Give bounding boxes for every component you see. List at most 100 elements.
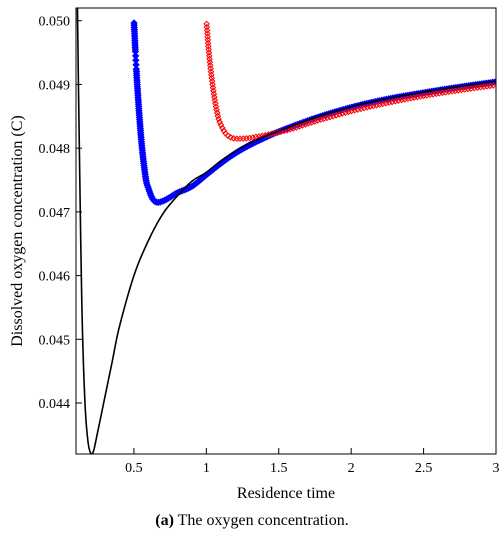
data-point-marker [205, 49, 213, 56]
data-point-marker [404, 95, 412, 103]
data-point-marker [299, 122, 306, 129]
data-point-marker [216, 118, 223, 126]
data-point-marker [439, 89, 446, 97]
data-point-marker [379, 100, 387, 108]
data-point-marker [442, 89, 449, 96]
data-point-marker [464, 85, 472, 93]
data-point-marker [332, 111, 340, 119]
data-point-marker [314, 117, 321, 124]
caption-text: The oxygen concentration. [173, 512, 349, 529]
data-point-marker [445, 88, 453, 96]
data-point-marker [212, 100, 219, 107]
data-point-marker [470, 84, 478, 92]
data-point-marker [370, 102, 377, 110]
data-point-marker [373, 101, 380, 109]
x-tick-label: 2 [348, 461, 355, 476]
y-axis: 0.044 0.045 0.046 0.047 0.048 0.049 0.050 [39, 15, 82, 412]
data-point-marker [477, 83, 484, 91]
data-point-marker [354, 106, 362, 113]
data-point-marker [203, 23, 211, 31]
data-point-marker [423, 92, 431, 99]
data-point-marker [382, 99, 390, 107]
data-point-marker [413, 93, 421, 101]
data-point-marker [296, 123, 303, 130]
data-point-marker [208, 77, 216, 85]
data-point-marker [317, 116, 325, 124]
data-point-marker [360, 104, 368, 112]
data-point-marker [436, 89, 443, 97]
data-point-marker [410, 94, 418, 101]
series-1 [130, 19, 496, 207]
y-tick-label: 0.044 [39, 397, 71, 412]
data-point-marker [385, 99, 393, 106]
data-point-marker [429, 91, 437, 98]
series-0 [76, 8, 496, 454]
data-point-marker [262, 131, 269, 139]
data-point-marker [338, 110, 346, 117]
data-point-marker [211, 96, 219, 104]
data-point-marker [293, 124, 300, 131]
data-point-marker [474, 84, 481, 91]
data-point-marker [207, 68, 215, 76]
data-point-marker [357, 105, 365, 113]
data-point-marker [329, 112, 337, 120]
data-point-marker [209, 84, 217, 91]
data-point-marker [249, 134, 257, 141]
data-point-marker [455, 87, 462, 94]
data-point-marker [206, 58, 214, 66]
data-point-marker [417, 93, 424, 100]
data-point-marker [489, 82, 496, 89]
data-point-marker [210, 87, 217, 95]
data-point-marker [467, 85, 475, 92]
series-2 [203, 20, 496, 143]
data-point-marker [246, 134, 253, 142]
y-tick-label: 0.050 [39, 15, 71, 30]
x-tick-label: 1 [203, 461, 210, 476]
data-point-marker [480, 83, 487, 91]
data-point-marker [209, 81, 216, 88]
data-point-marker [432, 90, 440, 98]
x-tick-label: 0.5 [125, 461, 143, 476]
figure-caption: (a) The oxygen concentration. [0, 512, 504, 530]
data-point-marker [305, 120, 312, 127]
data-point-marker [219, 124, 226, 132]
data-point-marker [326, 113, 334, 121]
data-point-marker [220, 127, 228, 135]
plot-area [76, 8, 496, 454]
data-point-marker [345, 108, 352, 116]
oxygen-concentration-chart: 0.5 1 1.5 2 2.5 3 0.0440.0450.0460.0470.0480.… [9, 7, 500, 502]
data-point-marker [348, 107, 355, 115]
x-tick-label: 2.5 [415, 461, 433, 476]
data-point-marker [363, 104, 371, 111]
data-point-marker [206, 55, 213, 63]
x-axis: 0.5 1 1.5 2 2.5 3 [125, 448, 500, 476]
data-point-marker [401, 96, 409, 103]
data-point-marker [213, 106, 220, 114]
data-point-marker [302, 121, 309, 128]
data-point-marker [320, 115, 328, 123]
data-point-marker [212, 103, 220, 110]
data-point-marker [204, 39, 212, 47]
data-point-marker [376, 101, 383, 108]
x-axis-title: Residence time [237, 485, 335, 502]
y-tick-label: 0.048 [39, 142, 71, 157]
data-point-marker [208, 71, 215, 79]
data-point-marker [395, 97, 402, 104]
data-point-marker [391, 97, 399, 105]
data-point-marker [213, 109, 221, 117]
x-tick-label: 1.5 [270, 461, 288, 476]
data-point-marker [203, 27, 211, 34]
data-point-marker [210, 90, 218, 98]
data-point-marker [407, 94, 415, 102]
data-point-marker [342, 109, 349, 117]
data-point-marker [335, 111, 343, 118]
data-point-marker [204, 36, 212, 44]
data-point-marker [205, 52, 213, 60]
y-tick-label: 0.046 [39, 270, 71, 285]
data-point-marker [286, 125, 294, 133]
data-point-marker [461, 86, 468, 93]
data-point-marker [308, 119, 315, 126]
data-point-marker [206, 62, 214, 69]
data-point-marker [483, 83, 491, 90]
data-point-marker [207, 65, 214, 72]
